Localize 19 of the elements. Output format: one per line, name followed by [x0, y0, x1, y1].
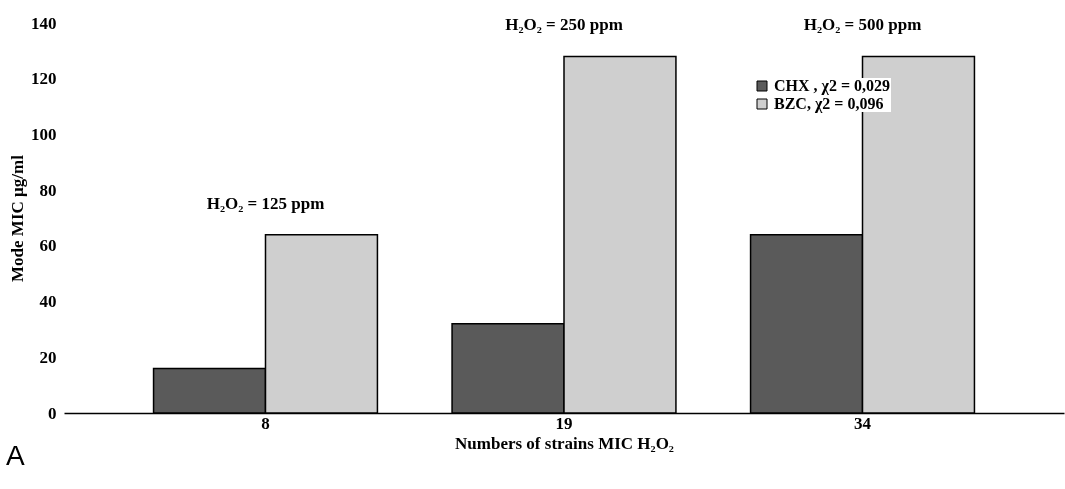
annotation: H₂O₂ = 125 ppm	[206, 193, 325, 213]
x-axis-title: Numbers of strains MIC H₂O₂	[455, 433, 674, 453]
y-tick-label: 80	[39, 180, 57, 200]
y-tick-label: 20	[39, 347, 57, 367]
y-tick-label: 40	[39, 292, 57, 312]
legend-label: CHX , χ2 = 0,029	[774, 77, 891, 95]
y-tick-label: 120	[31, 69, 57, 89]
y-tick-label: 0	[48, 403, 57, 423]
annotation: H₂O₂ = 250 ppm	[505, 15, 623, 35]
text: A	[6, 440, 25, 472]
y-tick-label: 100	[31, 124, 57, 144]
x-tick-label: 34	[854, 413, 872, 433]
annotation: H₂O₂ = 500 ppm	[803, 15, 922, 35]
legend-label: BZC, χ2 = 0,096	[774, 95, 884, 113]
y-axis-title: Mode MIC µg/ml	[8, 154, 27, 282]
y-tick-label: 140	[31, 13, 57, 33]
x-tick-label: 19	[555, 413, 573, 433]
y-tick-label: 60	[39, 236, 57, 256]
x-tick-label: 8	[261, 413, 270, 433]
